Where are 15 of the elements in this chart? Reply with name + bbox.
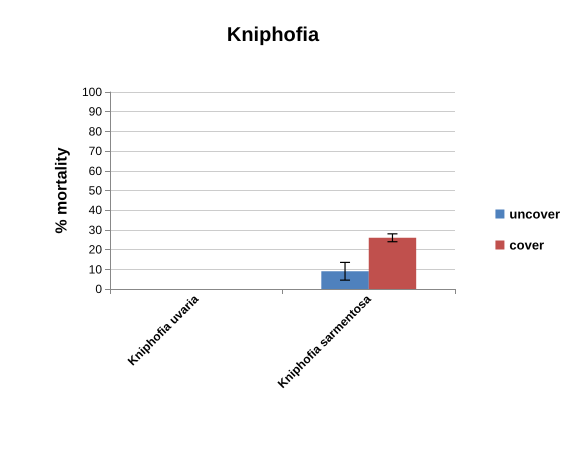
y-axis-title: % mortality [54,147,70,234]
y-tick-label: 100 [82,85,102,99]
y-tick-label: 90 [88,104,102,119]
legend-label: uncover [509,206,560,222]
y-tick-label: 30 [88,222,102,237]
y-tick-label: 10 [88,262,102,276]
y-tick-label: 70 [88,144,102,158]
y-tick-label: 50 [88,184,102,198]
y-tick-label: 20 [88,242,102,257]
y-tick-label: 0 [95,282,102,296]
y-tick-label: 80 [88,124,102,138]
chart-title: Kniphofia [226,24,320,46]
y-tick-label: 40 [88,203,102,218]
y-tick-label: 60 [88,164,102,178]
legend-label: cover [509,238,544,252]
